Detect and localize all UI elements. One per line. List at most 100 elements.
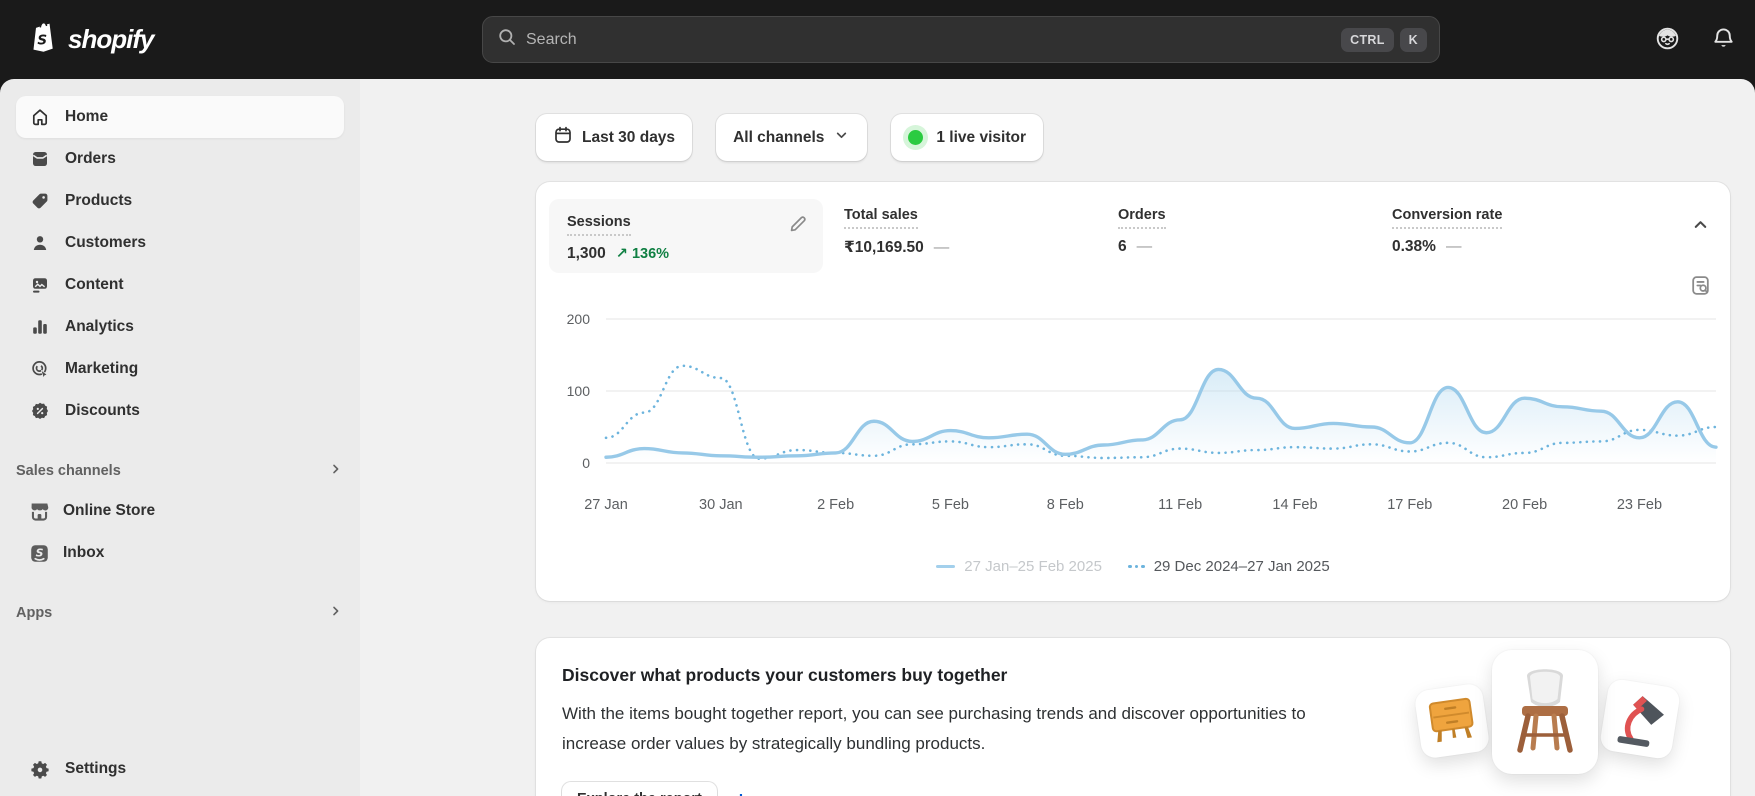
sessions-value: 1,300 (567, 245, 606, 262)
search-shortcut: CTRL K (1341, 27, 1427, 52)
filter-bar: Last 30 days All channels 1 live visitor (536, 114, 1730, 161)
svg-text:17 Feb: 17 Feb (1387, 497, 1432, 513)
storefront-icon (26, 498, 52, 524)
legend-previous-period[interactable]: 29 Dec 2024–27 Jan 2025 (1127, 558, 1330, 575)
card-controls (1687, 212, 1714, 302)
sidebar-item-marketing[interactable]: Marketing (16, 348, 344, 390)
svg-text:11 Feb: 11 Feb (1158, 497, 1202, 513)
metric-tab-orders[interactable]: Orders 6 — (1118, 207, 1166, 255)
sidebar-item-content[interactable]: Content (16, 264, 344, 306)
topbar-actions (1650, 0, 1740, 79)
svg-text:5 Feb: 5 Feb (932, 497, 969, 513)
orders-delta: — (1136, 238, 1153, 255)
home-icon (28, 105, 52, 129)
orders-icon (28, 147, 52, 171)
calendar-icon (553, 125, 573, 150)
sidebar-item-online-store[interactable]: Online Store (16, 490, 344, 532)
metric-tab-sessions[interactable]: Sessions 1,300 ↗ 136% (549, 199, 823, 273)
nightstand-illustration (1413, 682, 1491, 760)
sidekick-face-icon (1654, 25, 1681, 55)
svg-text:S: S (37, 32, 47, 48)
sidebar-spacer (0, 632, 360, 748)
svg-text:23 Feb: 23 Feb (1617, 497, 1662, 513)
lamp-illustration (1598, 677, 1682, 761)
topbar: S shopify Search CTRL K (0, 0, 1755, 79)
dotted-line-swatch-icon (1127, 564, 1145, 569)
chevron-right-icon (328, 603, 344, 624)
svg-text:2 Feb: 2 Feb (817, 497, 854, 513)
date-range-button[interactable]: Last 30 days (536, 114, 693, 161)
sidebar-item-analytics[interactable]: Analytics (16, 306, 344, 348)
edit-metrics-button[interactable] (788, 213, 809, 237)
product-illustrations (1413, 645, 1682, 795)
tag-icon (28, 189, 52, 213)
chevron-up-icon (1690, 221, 1711, 238)
bell-icon (1711, 26, 1736, 54)
bar-chart-icon (28, 315, 52, 339)
svg-text:14 Feb: 14 Feb (1272, 497, 1317, 513)
promo-card: Discover what products your customers bu… (536, 638, 1730, 796)
live-dot-icon (908, 130, 924, 145)
sidebar: Home Orders Products Customers Content A… (0, 79, 360, 796)
channels-dropdown[interactable]: All channels (716, 114, 868, 161)
kbd-k: K (1399, 27, 1427, 52)
chevron-down-icon (833, 127, 850, 149)
main-content: Last 30 days All channels 1 live visitor… (360, 79, 1755, 796)
learn-more-link[interactable]: Learn more (739, 791, 821, 796)
metrics-header: Sessions 1,300 ↗ 136% Total sales (536, 182, 1730, 295)
conversion-rate-value: 0.38% (1392, 238, 1436, 255)
shopify-logo[interactable]: S shopify (30, 0, 154, 79)
inbox-chat-icon: S (26, 540, 52, 566)
total-sales-delta: — (933, 239, 950, 256)
sidebar-item-inbox[interactable]: S Inbox (16, 532, 344, 574)
sidebar-section-apps[interactable]: Apps (16, 598, 344, 628)
target-icon (28, 357, 52, 381)
chair-illustration (1492, 650, 1598, 774)
sessions-line-chart: 0 100 200 27 Jan 30 Jan 2 Feb 5 Feb 8 Feb 11 Feb… (567, 311, 1718, 513)
kbd-ctrl: CTRL (1341, 27, 1394, 52)
svg-text:20 Feb: 20 Feb (1502, 497, 1547, 513)
sidebar-item-products[interactable]: Products (16, 180, 344, 222)
svg-text:27 Jan: 27 Jan (584, 497, 628, 513)
image-icon (28, 273, 52, 297)
svg-text:0: 0 (582, 455, 590, 471)
shopify-bag-icon: S (30, 21, 59, 59)
svg-text:S: S (35, 546, 43, 559)
metric-tab-conversion-rate[interactable]: Conversion rate 0.38% — (1392, 207, 1503, 255)
view-report-button[interactable] (1687, 272, 1714, 302)
chart-legend: 27 Jan–25 Feb 2025 29 Dec 2024–27 Jan 20… (536, 558, 1730, 575)
live-visitors-button[interactable]: 1 live visitor (891, 114, 1043, 161)
chart-area: 0 100 200 27 Jan 30 Jan 2 Feb 5 Feb 8 Feb 11 Feb… (536, 311, 1730, 529)
sidebar-item-orders[interactable]: Orders (16, 138, 344, 180)
sidebar-item-customers[interactable]: Customers (16, 222, 344, 264)
chevron-right-icon (328, 461, 344, 482)
solid-line-swatch-icon (936, 564, 956, 569)
legend-current-period[interactable]: 27 Jan–25 Feb 2025 (936, 558, 1102, 575)
svg-text:200: 200 (567, 312, 591, 327)
sidebar-item-home[interactable]: Home (16, 96, 344, 138)
collapse-card-button[interactable] (1688, 212, 1713, 240)
report-search-icon (1689, 276, 1712, 300)
svg-text:30 Jan: 30 Jan (699, 497, 743, 513)
svg-text:100: 100 (567, 383, 591, 399)
sidebar-item-settings[interactable]: Settings (16, 748, 344, 790)
notifications-button[interactable] (1706, 23, 1740, 57)
sidebar-item-discounts[interactable]: Discounts (16, 390, 344, 432)
sidebar-section-sales-channels[interactable]: Sales channels (16, 456, 344, 486)
explore-report-button[interactable]: Explore the report (562, 782, 717, 796)
conversion-rate-delta: — (1445, 238, 1462, 255)
promo-body: With the items bought together report, y… (562, 704, 1306, 753)
orders-value: 6 (1118, 238, 1127, 255)
total-sales-value: ₹10,169.50 (844, 239, 924, 256)
promo-title: Discover what products your customers bu… (562, 665, 1008, 685)
pencil-icon (788, 216, 809, 237)
discount-badge-icon (28, 399, 52, 423)
sidekick-button[interactable] (1650, 23, 1684, 57)
svg-text:8 Feb: 8 Feb (1047, 497, 1084, 513)
search-icon (497, 27, 517, 52)
search-input[interactable]: Search CTRL K (482, 16, 1440, 63)
search-placeholder: Search (526, 30, 577, 48)
sessions-delta: ↗ 136% (615, 246, 670, 262)
metric-tab-total-sales[interactable]: Total sales ₹10,169.50 — (844, 207, 950, 256)
gear-icon (28, 757, 52, 781)
